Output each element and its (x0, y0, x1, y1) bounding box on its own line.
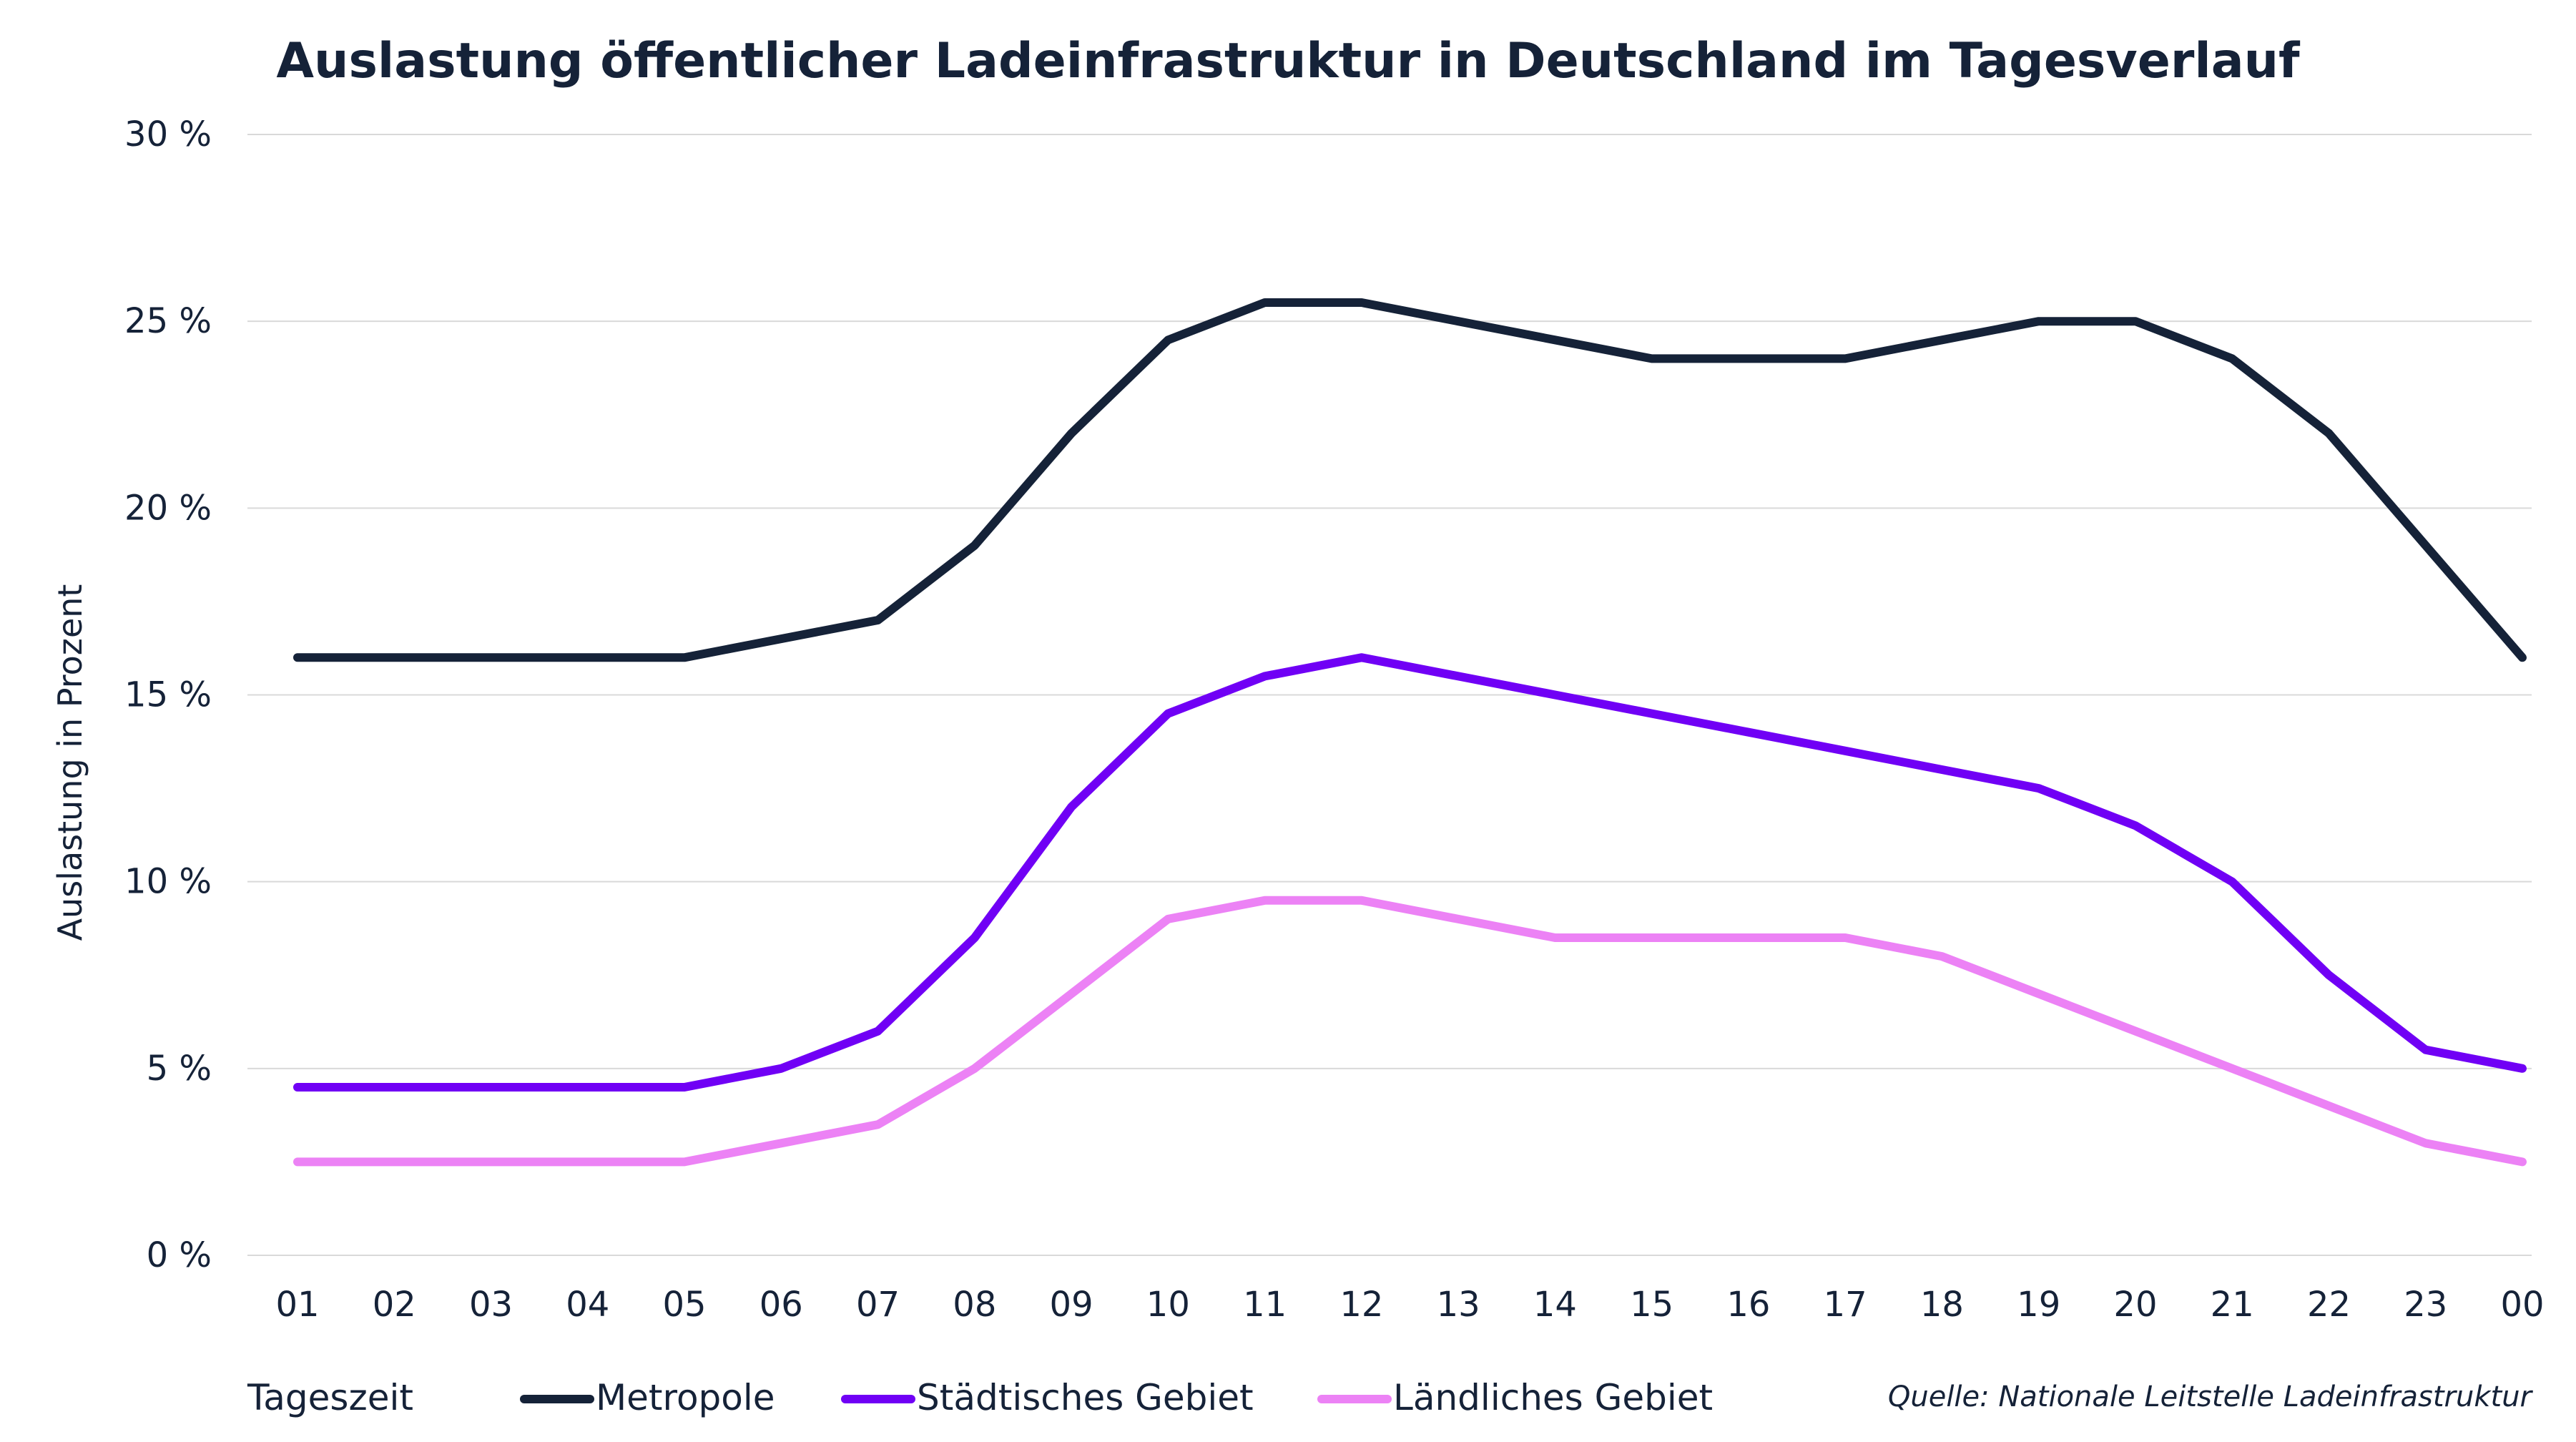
y-tick-label: 0 % (147, 1235, 212, 1275)
y-axis-ticks: 0 % 5 % 10 % 15 % 20 % 25 % 30 % (124, 114, 212, 1275)
x-tick-label: 17 (1824, 1285, 1867, 1325)
x-tick-label: 07 (856, 1285, 900, 1325)
x-axis-label: Tageszeit (247, 1377, 413, 1418)
x-tick-label: 02 (373, 1285, 416, 1325)
x-tick-label: 18 (1920, 1285, 1964, 1325)
y-tick-label: 20 % (124, 488, 212, 528)
x-tick-label: 05 (663, 1285, 707, 1325)
x-tick-label: 15 (1630, 1285, 1673, 1325)
y-tick-label: 25 % (124, 301, 212, 341)
x-tick-label: 11 (1243, 1285, 1287, 1325)
x-tick-label: 03 (469, 1285, 513, 1325)
x-tick-label: 06 (759, 1285, 803, 1325)
legend-label: Ländliches Gebiet (1393, 1377, 1713, 1418)
legend-label: Städtisches Gebiet (917, 1377, 1254, 1418)
x-tick-label: 22 (2307, 1285, 2351, 1325)
x-tick-label: 10 (1146, 1285, 1190, 1325)
series-line-2 (293, 653, 2527, 1092)
x-axis-ticks: 01 02 03 04 05 06 07 08 09 10 11 12 13 14 15 16 17 18 19 20… (275, 1285, 2544, 1325)
x-tick-label: 19 (2017, 1285, 2060, 1325)
x-tick-label: 20 (2113, 1285, 2157, 1325)
x-tick-label: 14 (1533, 1285, 1577, 1325)
y-tick-label: 10 % (124, 862, 212, 902)
y-tick-label: 5 % (147, 1049, 212, 1089)
x-tick-label: 09 (1050, 1285, 1093, 1325)
y-tick-label: 30 % (124, 114, 212, 154)
x-tick-label: 01 (275, 1285, 319, 1325)
x-tick-label: 13 (1437, 1285, 1480, 1325)
series-lines (293, 298, 2527, 1167)
x-tick-label: 04 (566, 1285, 609, 1325)
series-line-1 (293, 298, 2527, 662)
grid-lines (247, 134, 2532, 1256)
legend: Metropole Städtisches Gebiet Ländliches Ge… (520, 1377, 1713, 1418)
x-tick-label: 23 (2404, 1285, 2447, 1325)
chart-title: Auslastung öffentlicher Ladeinfrastruktu… (276, 33, 2301, 89)
x-tick-label: 16 (1726, 1285, 1770, 1325)
series-line-3 (293, 896, 2527, 1167)
x-tick-label: 12 (1339, 1285, 1383, 1325)
y-tick-label: 15 % (124, 675, 212, 715)
y-axis-label: Auslastung in Prozent (51, 584, 89, 941)
source-note: Quelle: Nationale Leitstelle Ladeinfrast… (1888, 1380, 2534, 1413)
x-tick-label: 00 (2500, 1285, 2544, 1325)
x-tick-label: 08 (953, 1285, 996, 1325)
legend-label: Metropole (596, 1377, 775, 1418)
x-tick-label: 21 (2211, 1285, 2254, 1325)
